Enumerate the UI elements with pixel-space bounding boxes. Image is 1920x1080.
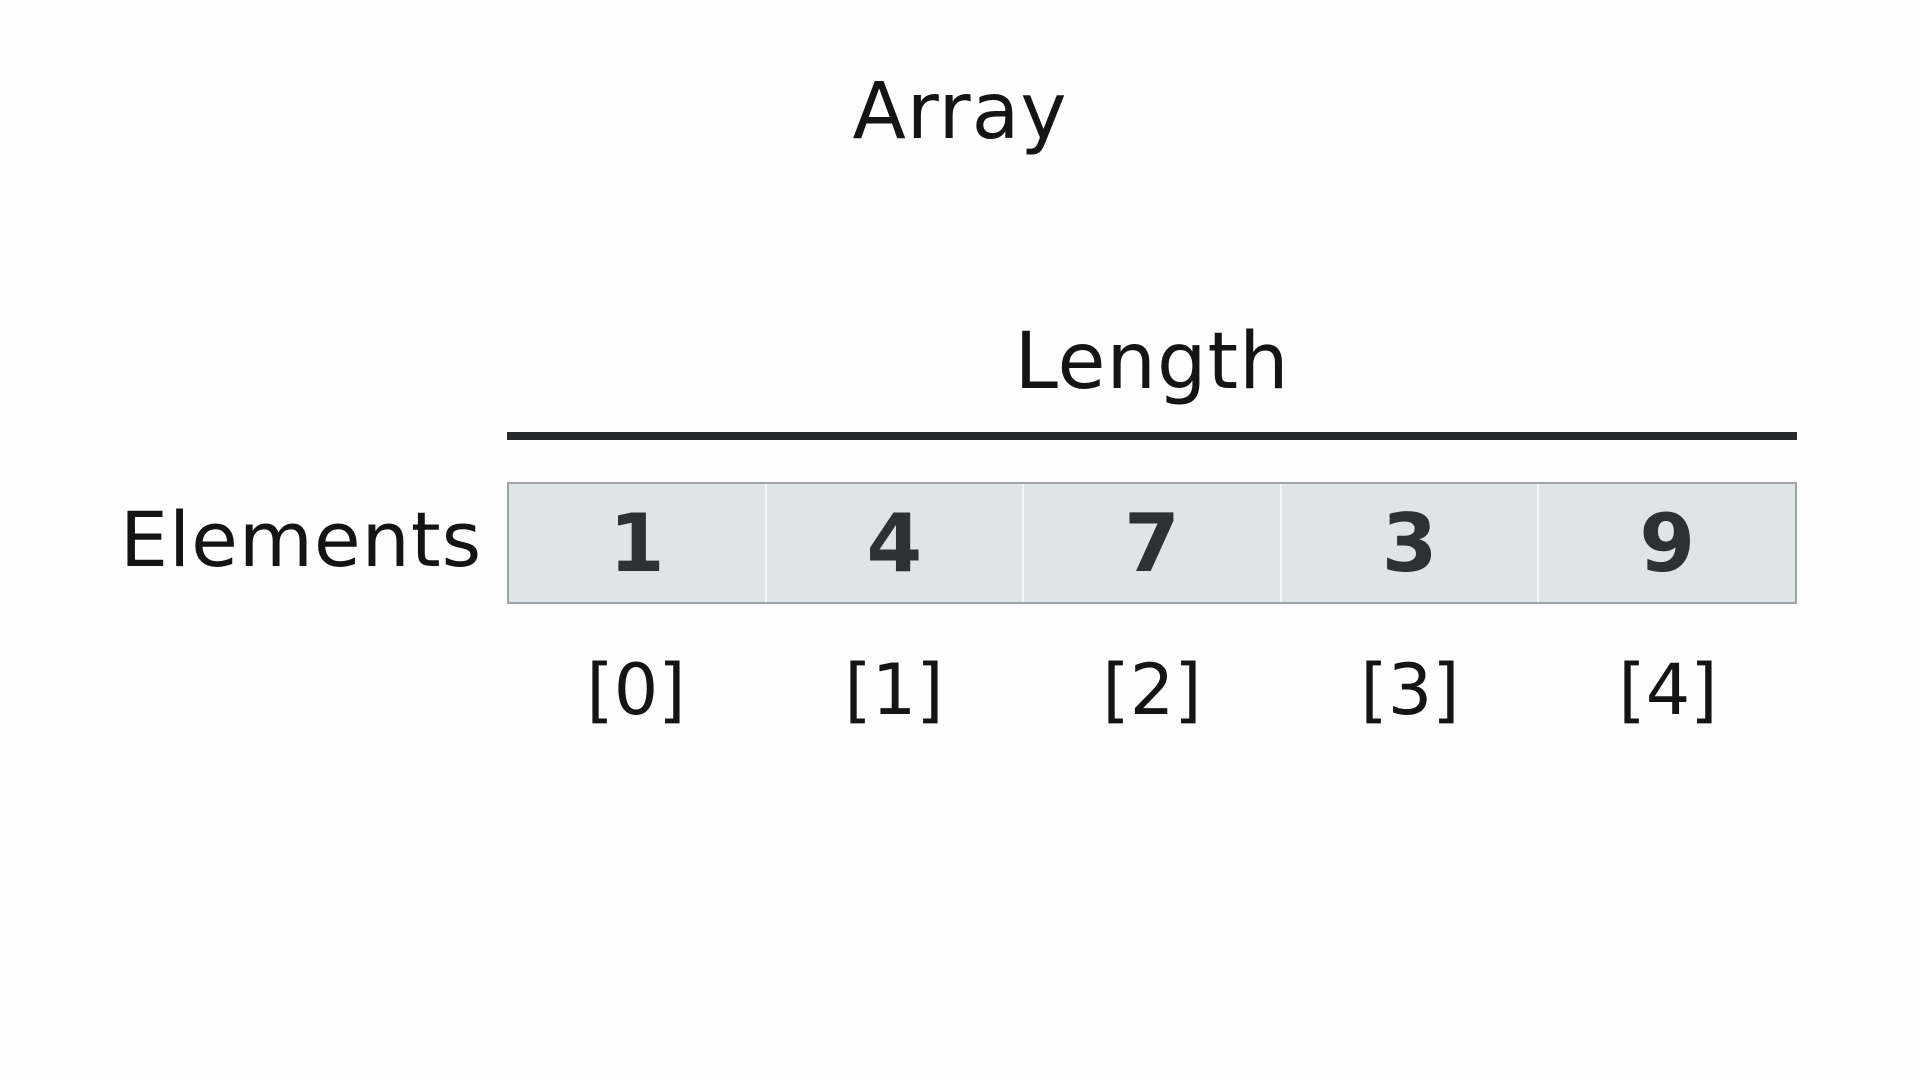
index-label-1: [1] [844,649,944,731]
length-bar [507,432,1797,440]
array-diagram: Length 1 4 7 3 9 [0] [1] [2] [3] [4] [507,300,1797,750]
array-cell-1: 4 [767,484,1025,602]
array-cell-4: 9 [1639,496,1695,590]
index-label-0: [0] [586,649,686,731]
index-label-3: [3] [1360,649,1460,731]
array-cell-0: 1 [509,484,767,602]
length-label: Length [1014,317,1290,407]
elements-label: Elements [120,495,483,584]
diagram-title: Array [852,67,1068,157]
array-indices: [0] [1] [2] [3] [4] [507,640,1797,740]
array-cell-3: 3 [1282,484,1540,602]
array-cell-2: 7 [1024,484,1282,602]
index-label-2: [2] [1102,649,1202,731]
array-cells: 1 4 7 3 9 [507,482,1797,604]
index-label-4: [4] [1618,649,1718,731]
